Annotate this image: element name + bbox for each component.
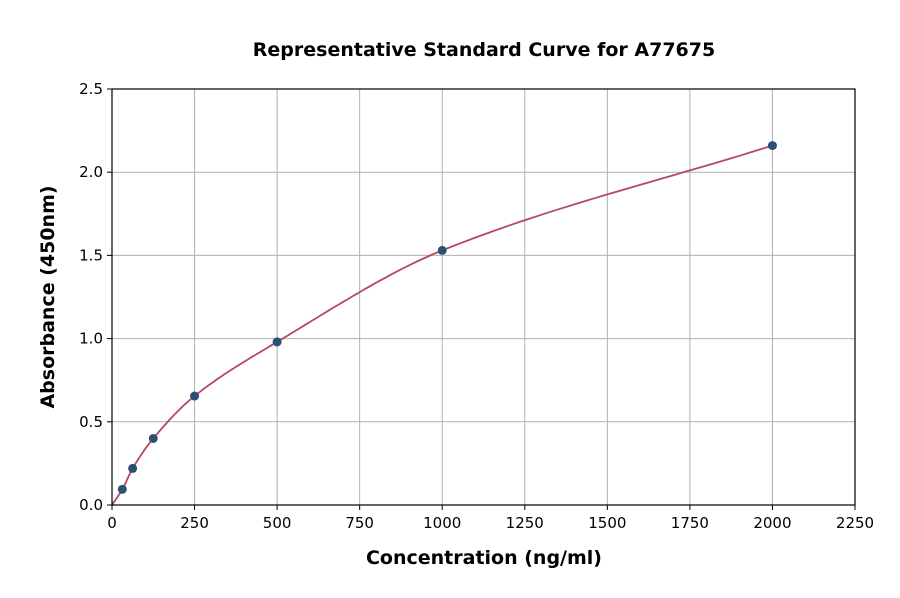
data-point (437, 245, 447, 255)
x-tick-label: 1750 (671, 514, 709, 532)
data-point (272, 337, 282, 347)
data-point (148, 433, 158, 443)
y-axis-label: Absorbance (450nm) (37, 185, 59, 408)
data-point (190, 391, 200, 401)
data-point (767, 141, 777, 151)
data-point (117, 484, 127, 494)
data-point (128, 463, 138, 473)
x-axis-label: Concentration (ng/ml) (366, 547, 602, 569)
plot-frame (111, 88, 856, 506)
x-tick-label: 0 (107, 514, 117, 532)
y-tick-label: 1.5 (79, 246, 103, 264)
y-tick-label: 0.5 (79, 413, 103, 431)
x-tick-label: 1000 (423, 514, 461, 532)
x-tick-label: 500 (263, 514, 292, 532)
y-tick-label: 2.5 (79, 80, 103, 98)
chart-title: Representative Standard Curve for A77675 (253, 39, 715, 61)
x-tick-label: 1250 (506, 514, 544, 532)
y-tick-label: 0.0 (79, 496, 103, 514)
y-tick-label: 2.0 (79, 163, 103, 181)
x-tick-label: 1500 (588, 514, 626, 532)
x-tick-label: 750 (345, 514, 374, 532)
x-tick-label: 250 (180, 514, 209, 532)
x-tick-label: 2250 (836, 514, 874, 532)
y-tick-label: 1.0 (79, 330, 103, 348)
x-tick-label: 2000 (753, 514, 791, 532)
